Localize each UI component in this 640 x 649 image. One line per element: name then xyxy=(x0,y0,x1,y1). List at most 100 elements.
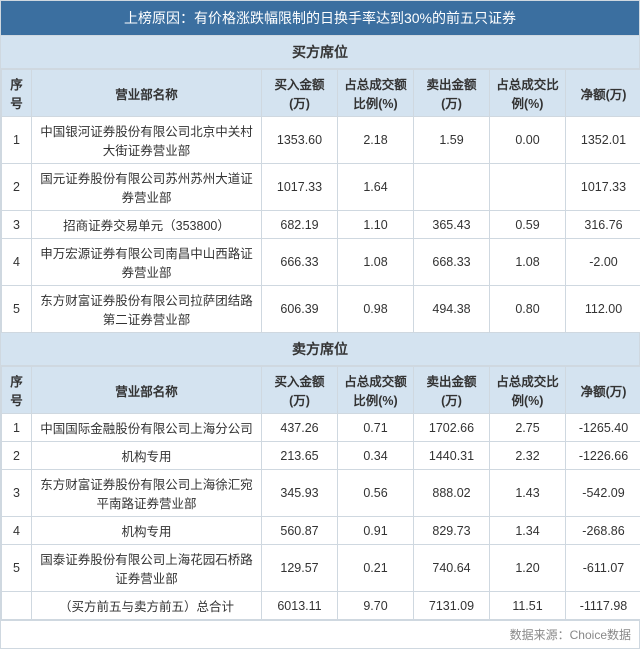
sell-cell-buy_pct: 0.91 xyxy=(338,517,414,545)
buy-row: 1中国银河证券股份有限公司北京中关村大街证券营业部1353.602.181.59… xyxy=(2,117,640,164)
buy-cell-name: 国元证券股份有限公司苏州苏州大道证券营业部 xyxy=(32,164,262,211)
sell-cell-sell_pct: 1.20 xyxy=(490,545,566,592)
sell-cell-sell_pct: 1.34 xyxy=(490,517,566,545)
total-row: （买方前五与卖方前五）总合计6013.119.707131.0911.51-11… xyxy=(2,592,640,620)
sell-cell-name: 机构专用 xyxy=(32,442,262,470)
sell-cell-seq: 4 xyxy=(2,517,32,545)
col-net: 净额(万) xyxy=(566,367,640,414)
trading-table: 上榜原因：有价格涨跌幅限制的日换手率达到30%的前五只证券 买方席位 序号 营业… xyxy=(0,0,640,649)
total-cell-sell_pct: 11.51 xyxy=(490,592,566,620)
sell-table: 序号 营业部名称 买入金额(万) 占总成交额比例(%) 卖出金额(万) 占总成交… xyxy=(1,366,640,620)
sell-cell-buy_amt: 437.26 xyxy=(262,414,338,442)
sell-cell-sell_amt: 888.02 xyxy=(414,470,490,517)
sell-cell-buy_amt: 129.57 xyxy=(262,545,338,592)
sell-cell-sell_pct: 2.32 xyxy=(490,442,566,470)
sell-cell-buy_pct: 0.34 xyxy=(338,442,414,470)
buy-table: 序号 营业部名称 买入金额(万) 占总成交额比例(%) 卖出金额(万) 占总成交… xyxy=(1,69,640,333)
buy-cell-sell_amt: 365.43 xyxy=(414,211,490,239)
total-cell-buy_pct: 9.70 xyxy=(338,592,414,620)
data-source-footer: 数据来源：Choice数据 xyxy=(1,620,639,648)
buy-cell-name: 中国银河证券股份有限公司北京中关村大街证券营业部 xyxy=(32,117,262,164)
total-cell-sell_amt: 7131.09 xyxy=(414,592,490,620)
buy-cell-sell_pct xyxy=(490,164,566,211)
buy-cell-buy_pct: 1.64 xyxy=(338,164,414,211)
sell-cell-name: 机构专用 xyxy=(32,517,262,545)
buy-cell-seq: 4 xyxy=(2,239,32,286)
buy-cell-seq: 5 xyxy=(2,286,32,333)
buy-row: 4申万宏源证券有限公司南昌中山西路证券营业部666.331.08668.331.… xyxy=(2,239,640,286)
buy-cell-seq: 3 xyxy=(2,211,32,239)
col-sell-amt: 卖出金额(万) xyxy=(414,367,490,414)
buy-cell-buy_amt: 682.19 xyxy=(262,211,338,239)
sell-row: 4机构专用560.870.91829.731.34-268.86 xyxy=(2,517,640,545)
buy-cell-sell_pct: 0.59 xyxy=(490,211,566,239)
sell-cell-seq: 2 xyxy=(2,442,32,470)
total-cell-name: （买方前五与卖方前五）总合计 xyxy=(32,592,262,620)
sell-row: 2机构专用213.650.341440.312.32-1226.66 xyxy=(2,442,640,470)
sell-cell-buy_amt: 213.65 xyxy=(262,442,338,470)
buy-cell-name: 申万宏源证券有限公司南昌中山西路证券营业部 xyxy=(32,239,262,286)
buy-cell-buy_amt: 666.33 xyxy=(262,239,338,286)
sell-cell-name: 中国国际金融股份有限公司上海分公司 xyxy=(32,414,262,442)
sell-cell-sell_pct: 1.43 xyxy=(490,470,566,517)
col-name: 营业部名称 xyxy=(32,367,262,414)
buy-section-header: 买方席位 xyxy=(1,36,639,69)
buy-row: 2国元证券股份有限公司苏州苏州大道证券营业部1017.331.641017.33 xyxy=(2,164,640,211)
sell-cell-sell_amt: 1702.66 xyxy=(414,414,490,442)
col-seq: 序号 xyxy=(2,70,32,117)
sell-cell-sell_pct: 2.75 xyxy=(490,414,566,442)
buy-cell-name: 招商证券交易单元（353800） xyxy=(32,211,262,239)
buy-cell-sell_pct: 0.80 xyxy=(490,286,566,333)
buy-cell-net: 1017.33 xyxy=(566,164,640,211)
sell-section-header: 卖方席位 xyxy=(1,333,639,366)
sell-cell-net: -611.07 xyxy=(566,545,640,592)
sell-cell-buy_pct: 0.71 xyxy=(338,414,414,442)
sell-header-row: 序号 营业部名称 买入金额(万) 占总成交额比例(%) 卖出金额(万) 占总成交… xyxy=(2,367,640,414)
buy-cell-buy_pct: 1.08 xyxy=(338,239,414,286)
buy-cell-net: -2.00 xyxy=(566,239,640,286)
sell-cell-net: -1265.40 xyxy=(566,414,640,442)
sell-cell-name: 东方财富证券股份有限公司上海徐汇宛平南路证券营业部 xyxy=(32,470,262,517)
buy-cell-sell_pct: 1.08 xyxy=(490,239,566,286)
col-sell-pct: 占总成交比例(%) xyxy=(490,70,566,117)
total-cell-net: -1117.98 xyxy=(566,592,640,620)
buy-cell-net: 316.76 xyxy=(566,211,640,239)
buy-cell-buy_amt: 1353.60 xyxy=(262,117,338,164)
buy-cell-net: 112.00 xyxy=(566,286,640,333)
sell-cell-sell_amt: 740.64 xyxy=(414,545,490,592)
sell-cell-net: -268.86 xyxy=(566,517,640,545)
sell-cell-net: -1226.66 xyxy=(566,442,640,470)
sell-cell-buy_amt: 345.93 xyxy=(262,470,338,517)
buy-cell-sell_amt: 494.38 xyxy=(414,286,490,333)
buy-cell-seq: 1 xyxy=(2,117,32,164)
buy-cell-buy_pct: 0.98 xyxy=(338,286,414,333)
sell-cell-seq: 3 xyxy=(2,470,32,517)
sell-row: 1中国国际金融股份有限公司上海分公司437.260.711702.662.75-… xyxy=(2,414,640,442)
buy-cell-sell_amt: 1.59 xyxy=(414,117,490,164)
col-seq: 序号 xyxy=(2,367,32,414)
sell-row: 3东方财富证券股份有限公司上海徐汇宛平南路证券营业部345.930.56888.… xyxy=(2,470,640,517)
sell-row: 5国泰证券股份有限公司上海花园石桥路证券营业部129.570.21740.641… xyxy=(2,545,640,592)
sell-cell-net: -542.09 xyxy=(566,470,640,517)
sell-cell-buy_pct: 0.56 xyxy=(338,470,414,517)
buy-cell-buy_amt: 606.39 xyxy=(262,286,338,333)
buy-header-row: 序号 营业部名称 买入金额(万) 占总成交额比例(%) 卖出金额(万) 占总成交… xyxy=(2,70,640,117)
col-buy-amt: 买入金额(万) xyxy=(262,70,338,117)
sell-cell-seq: 1 xyxy=(2,414,32,442)
buy-row: 5东方财富证券股份有限公司拉萨团结路第二证券营业部606.390.98494.3… xyxy=(2,286,640,333)
buy-cell-name: 东方财富证券股份有限公司拉萨团结路第二证券营业部 xyxy=(32,286,262,333)
buy-cell-sell_amt: 668.33 xyxy=(414,239,490,286)
col-name: 营业部名称 xyxy=(32,70,262,117)
col-sell-pct: 占总成交比例(%) xyxy=(490,367,566,414)
col-buy-amt: 买入金额(万) xyxy=(262,367,338,414)
buy-cell-net: 1352.01 xyxy=(566,117,640,164)
buy-cell-buy_pct: 2.18 xyxy=(338,117,414,164)
col-buy-pct: 占总成交额比例(%) xyxy=(338,367,414,414)
buy-cell-buy_pct: 1.10 xyxy=(338,211,414,239)
sell-cell-sell_amt: 1440.31 xyxy=(414,442,490,470)
buy-cell-sell_pct: 0.00 xyxy=(490,117,566,164)
table-title: 上榜原因：有价格涨跌幅限制的日换手率达到30%的前五只证券 xyxy=(1,1,639,36)
sell-cell-buy_pct: 0.21 xyxy=(338,545,414,592)
total-cell-buy_amt: 6013.11 xyxy=(262,592,338,620)
buy-cell-sell_amt xyxy=(414,164,490,211)
